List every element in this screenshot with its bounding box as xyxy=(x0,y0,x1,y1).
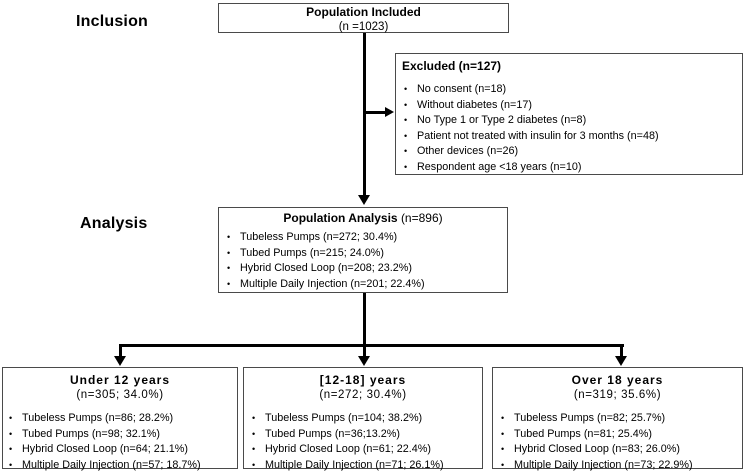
flow-line-included-to-analysis xyxy=(363,33,366,196)
excluded-item: No Type 1 or Type 2 diabetes (n=8) xyxy=(402,113,736,129)
excluded-box: Excluded (n=127) No consent (n=18) Witho… xyxy=(395,53,743,175)
arrowhead-to-12-18-icon xyxy=(358,356,370,366)
under-12-years-title: Under 12 years xyxy=(69,373,171,387)
population-analysis-box: Population Analysis (n=896) Tubeless Pum… xyxy=(218,207,508,293)
section-label-analysis: Analysis xyxy=(80,215,148,232)
excluded-title: Excluded (n=127) xyxy=(402,59,502,73)
12-18-years-title: [12-18] years xyxy=(319,373,407,387)
flow-line-to-over18 xyxy=(620,344,623,357)
arrowhead-to-under12-icon xyxy=(114,356,126,366)
arrowhead-to-excluded-icon xyxy=(385,107,394,117)
excluded-item: No consent (n=18) xyxy=(402,82,736,98)
12-18-item: Tubeless Pumps (n=104; 38.2%) xyxy=(250,411,476,427)
excluded-item: Patient not treated with insulin for 3 m… xyxy=(402,129,736,145)
under-12-years-box: Under 12 years (n=305; 34.0%) Tubeless P… xyxy=(2,367,238,472)
population-analysis-title: Population Analysis (n=896) xyxy=(225,211,501,226)
excluded-list: No consent (n=18) Without diabetes (n=17… xyxy=(402,82,736,175)
excluded-item: Other devices (n=26) xyxy=(402,144,736,160)
analysis-item: Multiple Daily Injection (n=201; 22.4%) xyxy=(225,277,501,293)
population-included-box: Population Included (n =1023) xyxy=(218,3,509,33)
under-12-item: Hybrid Closed Loop (n=64; 21.1%) xyxy=(7,442,233,458)
arrowhead-to-analysis-icon xyxy=(358,195,370,205)
flow-line-to-12-18 xyxy=(363,344,366,357)
population-analysis-title-bold: Population Analysis xyxy=(283,211,401,225)
12-18-years-count: (n=272; 30.4%) xyxy=(319,389,407,401)
population-included-count: (n =1023) xyxy=(338,21,389,33)
analysis-item: Hybrid Closed Loop (n=208; 23.2%) xyxy=(225,261,501,277)
under-12-item: Tubed Pumps (n=98; 32.1%) xyxy=(7,427,233,443)
under-12-years-count: (n=305; 34.0%) xyxy=(76,389,164,401)
over-18-item: Multiple Daily Injection (n=73; 22.9%) xyxy=(499,458,736,472)
arrowhead-to-over18-icon xyxy=(615,356,627,366)
flow-line-analysis-down xyxy=(363,293,366,347)
12-18-item: Hybrid Closed Loop (n=61; 22.4%) xyxy=(250,442,476,458)
under-12-years-list: Tubeless Pumps (n=86; 28.2%) Tubed Pumps… xyxy=(7,411,233,472)
section-label-inclusion: Inclusion xyxy=(76,13,149,30)
excluded-item: Without diabetes (n=17) xyxy=(402,98,736,114)
over-18-item: Hybrid Closed Loop (n=83; 26.0%) xyxy=(499,442,736,458)
12-18-years-list: Tubeless Pumps (n=104; 38.2%) Tubed Pump… xyxy=(250,411,476,472)
12-18-item: Tubed Pumps (n=36;13.2%) xyxy=(250,427,476,443)
population-included-title: Population Included xyxy=(306,5,421,19)
flow-line-to-under12 xyxy=(119,344,122,357)
over-18-item: Tubed Pumps (n=81; 25.4%) xyxy=(499,427,736,443)
population-analysis-title-count: (n=896) xyxy=(400,211,443,225)
12-18-years-box: [12-18] years (n=272; 30.4%) Tubeless Pu… xyxy=(243,367,483,472)
over-18-years-count: (n=319; 35.6%) xyxy=(573,389,662,401)
under-12-item: Tubeless Pumps (n=86; 28.2%) xyxy=(7,411,233,427)
population-analysis-list: Tubeless Pumps (n=272; 30.4%) Tubed Pump… xyxy=(225,230,501,292)
excluded-item: Respondent age <18 years (n=10) xyxy=(402,160,736,176)
over-18-years-list: Tubeless Pumps (n=82; 25.7%) Tubed Pumps… xyxy=(499,411,736,472)
under-12-item: Multiple Daily Injection (n=57; 18.7%) xyxy=(7,458,233,472)
over-18-item: Tubeless Pumps (n=82; 25.7%) xyxy=(499,411,736,427)
flow-line-split-horizontal xyxy=(119,344,624,347)
analysis-item: Tubed Pumps (n=215; 24.0%) xyxy=(225,246,501,262)
analysis-item: Tubeless Pumps (n=272; 30.4%) xyxy=(225,230,501,246)
flow-line-branch-excluded xyxy=(364,111,386,114)
over-18-years-title: Over 18 years xyxy=(571,373,664,387)
over-18-years-box: Over 18 years (n=319; 35.6%) Tubeless Pu… xyxy=(492,367,743,472)
12-18-item: Multiple Daily Injection (n=71; 26.1%) xyxy=(250,458,476,472)
